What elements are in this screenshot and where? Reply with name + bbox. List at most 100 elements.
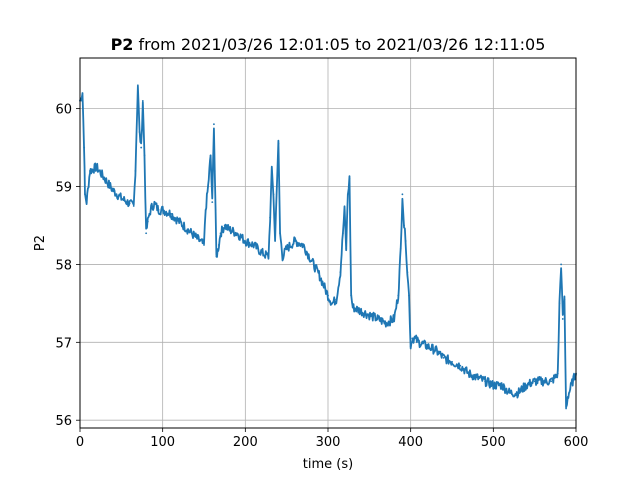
- y-tick-label: 58: [55, 258, 72, 273]
- data-point: [112, 189, 114, 192]
- data-point: [413, 337, 416, 340]
- data-point: [558, 302, 561, 305]
- data-point: [542, 380, 544, 383]
- data-point: [203, 244, 205, 246]
- data-point: [194, 236, 197, 239]
- data-point: [350, 294, 353, 297]
- data-point: [275, 185, 278, 188]
- data-point: [399, 247, 402, 250]
- data-point: [310, 259, 313, 262]
- data-point: [560, 263, 563, 266]
- data-point: [85, 201, 88, 204]
- data-point: [500, 384, 503, 387]
- data-point: [213, 170, 216, 172]
- data-point: [517, 392, 520, 394]
- data-point: [397, 294, 400, 297]
- x-tick-label: 600: [564, 435, 589, 450]
- data-point: [475, 376, 478, 379]
- data-point: [384, 321, 387, 324]
- data-point: [345, 247, 348, 250]
- data-point: [434, 349, 437, 352]
- x-tick-label: 500: [481, 435, 506, 450]
- y-axis-label: P2: [33, 235, 48, 251]
- data-point: [401, 193, 404, 196]
- data-point: [492, 384, 495, 387]
- data-point: [157, 208, 160, 211]
- data-point: [406, 271, 409, 274]
- data-point: [346, 193, 349, 196]
- data-point: [207, 185, 210, 188]
- data-point: [136, 84, 139, 87]
- data-point: [368, 314, 371, 316]
- data-point: [227, 228, 230, 231]
- data-point: [150, 207, 152, 210]
- data-point: [318, 275, 321, 278]
- x-tick-label: 300: [316, 435, 341, 450]
- data-point: [550, 380, 553, 383]
- data-point: [393, 318, 396, 320]
- data-point: [244, 240, 247, 242]
- data-point: [128, 202, 131, 205]
- y-tick-label: 56: [55, 414, 72, 429]
- x-tick-label: 100: [150, 435, 175, 450]
- data-point: [270, 170, 273, 172]
- data-point: [84, 193, 86, 196]
- x-axis-ticks: 0 100 200 300 400 500 600: [76, 428, 589, 450]
- data-point: [525, 384, 528, 387]
- data-point: [442, 356, 445, 359]
- data-point: [141, 99, 144, 102]
- data-point: [294, 240, 296, 242]
- data-point: [211, 201, 214, 204]
- data-point: [140, 146, 143, 149]
- data-point: [563, 298, 566, 301]
- data-point: [223, 224, 226, 227]
- data-point: [403, 224, 405, 227]
- data-point: [404, 240, 407, 242]
- data-point: [566, 395, 569, 398]
- data-point: [236, 232, 238, 235]
- data-point: [217, 244, 220, 246]
- data-point: [204, 208, 207, 211]
- chart-title: P2 from 2021/03/26 12:01:05 to 2021/03/2…: [111, 35, 546, 54]
- data-point: [145, 232, 148, 235]
- y-tick-label: 60: [55, 103, 72, 118]
- data-point: [561, 318, 564, 320]
- data-point: [484, 380, 486, 383]
- data-point: [134, 170, 137, 172]
- data-point: [571, 380, 574, 383]
- data-point: [215, 255, 218, 258]
- data-point: [331, 302, 334, 305]
- data-point: [138, 131, 141, 133]
- x-axis-label: time (s): [303, 457, 353, 472]
- data-point: [274, 240, 276, 242]
- plot-area: [79, 84, 577, 410]
- data-point: [554, 376, 557, 379]
- title-bold: P2: [111, 35, 134, 54]
- data-point: [360, 310, 362, 313]
- data-point: [451, 360, 453, 363]
- data-point: [81, 92, 84, 94]
- data-point: [146, 220, 149, 223]
- data-point: [426, 345, 429, 348]
- data-point: [95, 166, 98, 168]
- data-point: [459, 364, 462, 367]
- grid-lines: [79, 58, 577, 428]
- data-point: [219, 232, 222, 235]
- data-point: [252, 244, 255, 246]
- data-point: [335, 298, 338, 301]
- data-point: [408, 294, 410, 297]
- data-point: [178, 220, 181, 223]
- data-point: [186, 228, 189, 231]
- data-point: [269, 216, 272, 219]
- data-point: [411, 337, 414, 340]
- x-tick-label: 0: [76, 435, 84, 450]
- data-point: [339, 271, 342, 274]
- data-point: [327, 294, 329, 297]
- data-point: [348, 177, 351, 180]
- data-point: [103, 177, 106, 180]
- x-tick-label: 400: [398, 435, 423, 450]
- data-point: [260, 251, 263, 254]
- data-point: [418, 341, 420, 344]
- data-point: [409, 345, 412, 348]
